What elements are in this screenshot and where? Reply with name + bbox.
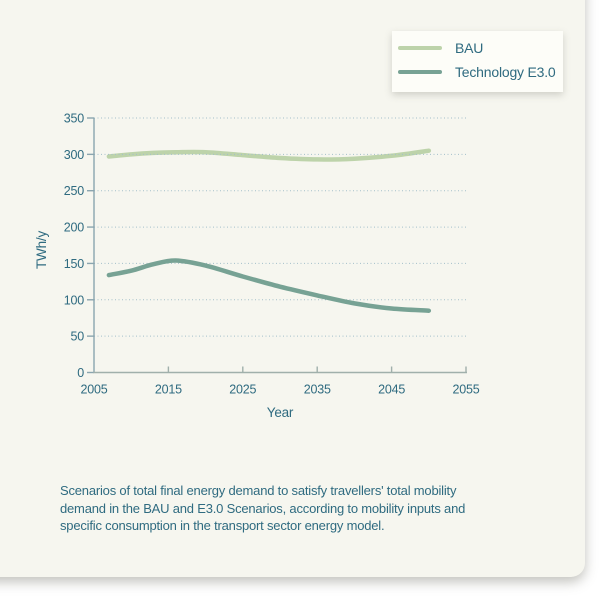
y-tick-label: 50 <box>70 330 84 344</box>
y-tick-label: 0 <box>77 366 84 380</box>
x-tick-label: 2015 <box>155 383 182 397</box>
legend-label-technology-e30: Technology E3.0 <box>455 64 556 80</box>
chart-legend: BAU Technology E3.0 <box>392 31 563 92</box>
gridlines <box>94 117 466 337</box>
axes: 0 50 100 150 200 250 300 350 2005 2015 2025 2035 204… <box>64 112 480 397</box>
figure-caption-line-1: Scenarios of total final energy demand t… <box>60 483 457 498</box>
y-tick-label: 250 <box>64 184 85 198</box>
series-bau <box>106 148 432 162</box>
x-tick-label: 2035 <box>304 383 331 397</box>
x-tick-label: 2055 <box>452 383 479 397</box>
x-tick-label: 2045 <box>378 383 405 397</box>
figure-caption-line-2: demand in the BAU and E3.0 Scenarios, ac… <box>60 500 466 516</box>
bau-line-swatch-icon <box>398 46 442 50</box>
y-axis-title: TWh/y <box>34 231 49 269</box>
y-tick-label: 150 <box>64 257 85 271</box>
legend-label-bau: BAU <box>455 40 484 56</box>
series-technology-e30 <box>106 258 432 313</box>
y-tick-label: 200 <box>64 221 85 235</box>
y-tick-label: 300 <box>64 148 85 162</box>
technology-e30-curve <box>106 258 432 313</box>
bau-curve <box>106 148 432 162</box>
x-tick-label: 2025 <box>229 383 256 397</box>
legend-item-bau: BAU <box>392 36 563 60</box>
figure-caption: Scenarios of total final energy demand t… <box>60 482 560 535</box>
y-tick-label: 350 <box>64 112 85 126</box>
figure-caption-line-3: specific consumption in the transport se… <box>60 518 385 533</box>
legend-item-technology-e30: Technology E3.0 <box>392 60 563 84</box>
x-tick-label: 2005 <box>80 383 107 397</box>
x-axis-title: Year <box>267 405 294 420</box>
y-tick-label: 100 <box>64 293 85 307</box>
e30-line-swatch-icon <box>398 70 442 74</box>
